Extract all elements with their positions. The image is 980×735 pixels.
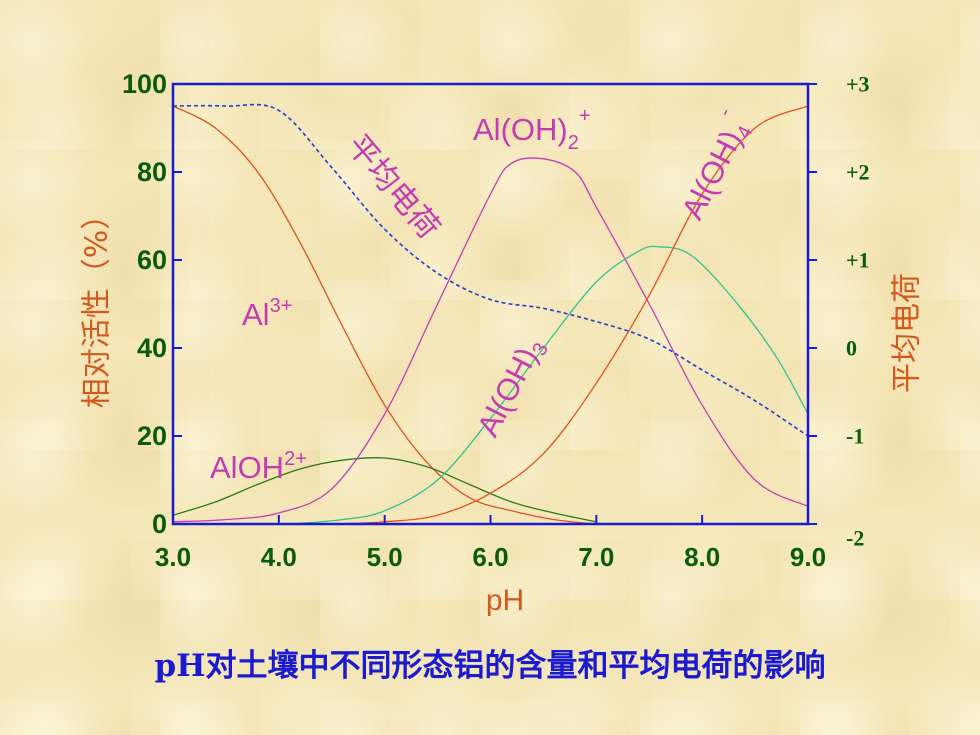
annotation-al3-plus-base: Al	[242, 297, 270, 332]
y-axis-label: 相对活性（%）	[80, 200, 115, 409]
x-axis-label: pH	[486, 584, 524, 617]
y2-tick-label: +2	[846, 160, 870, 185]
x-tick-label: 6.0	[472, 542, 508, 572]
x-tick-label: 4.0	[261, 542, 297, 572]
annotation-aloh-2plus-base: AlOH	[210, 450, 284, 485]
annotation-aloh2-plus-sub: 2	[568, 132, 579, 154]
annotation-aloh4-minus: Al(OH)4-	[666, 104, 761, 226]
annotation-al3-plus: Al3+	[242, 295, 292, 332]
x-tick-label: 9.0	[790, 542, 826, 572]
series-line-3	[289, 245, 809, 525]
y-tick-label: 80	[137, 157, 167, 187]
annotation-aloh3: Al(OH)3	[470, 332, 553, 444]
y2-tick-label: +1	[846, 248, 870, 273]
series-line-5	[172, 103, 809, 437]
annotation-aloh4-minus-sup: -	[714, 104, 737, 120]
y2-axis-label: 平均电荷	[890, 273, 925, 393]
y-tick-label: 60	[137, 245, 167, 275]
y2-tick-label: -2	[846, 526, 864, 551]
annotation-aloh2-plus-base: Al(OH)	[473, 112, 568, 147]
figure-caption: pH对土壤中不同形态铝的含量和平均电荷的影响	[154, 648, 826, 684]
annotation-aloh2-plus: Al(OH)2+	[473, 105, 591, 154]
annotation-aloh2-plus-sup: +	[579, 105, 591, 127]
y-tick-label: 100	[122, 69, 167, 99]
series-line-0	[172, 105, 597, 525]
x-tick-label: 5.0	[367, 542, 403, 572]
chart-curves	[172, 103, 809, 525]
y-tick-label: 0	[152, 509, 167, 539]
x-tick-label: 3.0	[155, 542, 191, 572]
x-tick-label: 8.0	[684, 542, 720, 572]
series-line-2	[172, 157, 809, 523]
series-line-1	[172, 456, 597, 523]
y2-tick-label: -1	[846, 424, 864, 449]
y2-tick-label: 0	[846, 336, 857, 361]
annotation-aloh-2plus: AlOH2+	[210, 448, 307, 485]
series-line-4	[331, 105, 809, 525]
y2-tick-label: +3	[846, 72, 870, 97]
y-tick-label: 20	[137, 421, 167, 451]
annotation-aloh3-base: Al(OH)	[470, 342, 544, 442]
annotation-al3-plus-sup: 3+	[270, 295, 293, 317]
annotation-aloh4-minus-base: Al(OH)	[675, 125, 749, 225]
annotation-aloh3-group: Al(OH)3	[470, 332, 553, 444]
x-tick-label: 7.0	[578, 542, 614, 572]
y-tick-label: 40	[137, 333, 167, 363]
annotation-aloh-2plus-sup: 2+	[284, 448, 307, 470]
annotation-aloh4-minus-group: Al(OH)4-	[666, 104, 761, 226]
annotation-average-charge: 平均电荷	[340, 128, 447, 246]
